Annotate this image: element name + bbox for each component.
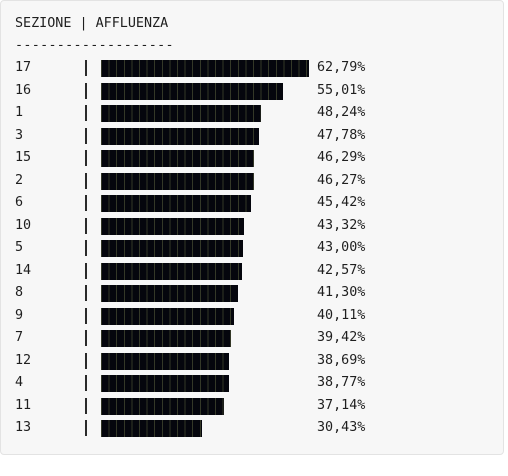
turnout-bar — [101, 172, 254, 190]
turnout-percent: 40,11% — [317, 307, 366, 323]
table-row: 17 62,79% — [1, 57, 501, 80]
section-number: 13 — [15, 420, 32, 435]
table-header: SEZIONE | AFFLUENZA — [15, 16, 169, 31]
column-separator — [85, 307, 87, 324]
turnout-bar — [101, 352, 229, 370]
turnout-bar — [101, 217, 244, 235]
turnout-percent: 48,24% — [317, 105, 366, 120]
turnout-bar — [101, 330, 231, 347]
table-row: 6 45,42% — [1, 192, 501, 215]
section-number: 15 — [15, 150, 32, 165]
turnout-bar — [101, 397, 224, 415]
table-row: 14 42,57% — [1, 260, 501, 283]
table-row: 10 43,32% — [1, 215, 501, 238]
section-number: 17 — [15, 60, 32, 75]
turnout-bar — [101, 127, 259, 145]
turnout-percent: 39,42% — [317, 330, 366, 345]
turnout-percent: 47,78% — [317, 127, 366, 143]
section-number: 5 — [15, 240, 24, 255]
turnout-percent: 38,77% — [317, 375, 366, 390]
column-separator — [85, 105, 87, 121]
section-number: 4 — [15, 375, 24, 390]
table-row: 7 39,42% — [1, 327, 501, 350]
turnout-bar — [101, 105, 261, 122]
code-block-panel: SEZIONE | AFFLUENZA ------------------- … — [0, 0, 504, 455]
turnout-bar — [101, 60, 309, 77]
section-number: 14 — [15, 262, 32, 278]
column-separator — [85, 420, 87, 436]
table-row: 4 38,77% — [1, 372, 501, 395]
column-separator — [85, 150, 87, 166]
column-separator — [85, 285, 87, 301]
section-number: 11 — [15, 397, 32, 413]
column-separator — [85, 82, 87, 99]
section-number: 3 — [15, 127, 24, 143]
table-row: 3 47,78% — [1, 125, 501, 148]
section-number: 7 — [15, 330, 24, 345]
turnout-percent: 55,01% — [317, 82, 366, 98]
turnout-bar — [101, 420, 202, 437]
table-row: 9 40,11% — [1, 305, 501, 328]
turnout-bar — [101, 375, 229, 392]
turnout-bar — [101, 150, 254, 167]
turnout-bar — [101, 240, 243, 257]
turnout-percent: 43,32% — [317, 217, 366, 233]
table-row: 13 30,43% — [1, 417, 501, 440]
turnout-percent: 41,30% — [317, 285, 366, 300]
column-separator — [85, 397, 87, 414]
turnout-percent: 46,27% — [317, 172, 366, 188]
column-separator — [85, 262, 87, 279]
column-separator — [85, 217, 87, 234]
turnout-percent: 38,69% — [317, 352, 366, 368]
column-separator — [85, 127, 87, 144]
table-row: 16 55,01% — [1, 80, 501, 103]
turnout-bar — [101, 307, 234, 325]
turnout-percent: 43,00% — [317, 240, 366, 255]
column-separator — [85, 240, 87, 256]
table-row: 15 46,29% — [1, 147, 501, 170]
table-row: 8 41,30% — [1, 282, 501, 305]
turnout-percent: 42,57% — [317, 262, 366, 278]
turnout-percent: 30,43% — [317, 420, 366, 435]
column-separator — [85, 330, 87, 346]
turnout-bar — [101, 285, 238, 302]
section-number: 2 — [15, 172, 24, 188]
header-rule: ------------------- — [15, 38, 174, 53]
section-number: 10 — [15, 217, 32, 233]
turnout-percent: 37,14% — [317, 397, 366, 413]
turnout-percent: 62,79% — [317, 60, 366, 75]
section-number: 12 — [15, 352, 32, 368]
turnout-bar — [101, 262, 242, 280]
table-row: 12 38,69% — [1, 350, 501, 373]
column-separator — [85, 352, 87, 369]
turnout-percent: 46,29% — [317, 150, 366, 165]
section-number: 8 — [15, 285, 24, 300]
column-separator — [85, 195, 87, 211]
column-separator — [85, 375, 87, 391]
turnout-percent: 45,42% — [317, 195, 366, 210]
section-number: 9 — [15, 307, 24, 323]
table-row: 11 37,14% — [1, 395, 501, 418]
turnout-bar — [101, 195, 251, 212]
table-row: 2 46,27% — [1, 170, 501, 193]
table-row: 5 43,00% — [1, 237, 501, 260]
column-separator — [85, 60, 87, 76]
table-row: 1 48,24% — [1, 102, 501, 125]
section-number: 1 — [15, 105, 24, 120]
section-number: 16 — [15, 82, 32, 98]
section-number: 6 — [15, 195, 24, 210]
column-separator — [85, 172, 87, 189]
turnout-bar — [101, 82, 283, 100]
